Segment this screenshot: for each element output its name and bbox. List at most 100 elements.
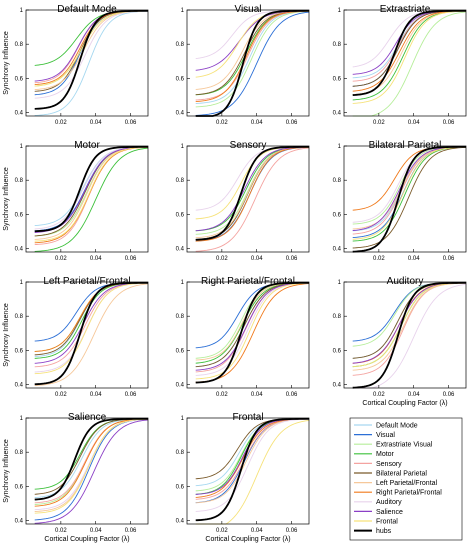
x-tick-label: 0.06 — [125, 120, 137, 126]
y-tick-label: 0.8 — [333, 178, 342, 184]
y-tick-label: 0.6 — [15, 348, 24, 354]
series-line-auditory — [195, 146, 310, 211]
y-axis-label: Synchrony Influence — [3, 167, 10, 231]
y-tick-label: 0.8 — [176, 178, 185, 184]
legend-entry: Extrastriate Visual — [376, 442, 433, 449]
plot-frame — [186, 145, 310, 253]
x-tick-label: 0.02 — [373, 392, 385, 398]
series-line-salience — [195, 282, 310, 371]
x-tick-label: 0.02 — [55, 120, 67, 126]
series-line-auditory — [195, 282, 310, 376]
series-line-visual — [34, 10, 149, 96]
series-line-right-parietal-frontal — [352, 282, 467, 364]
y-tick-label: 0.4 — [333, 247, 342, 253]
series-line-hubs — [195, 9, 309, 117]
x-tick-label: 0.04 — [251, 392, 263, 398]
series-line-motor — [34, 282, 149, 359]
y-tick-label: 0.6 — [176, 212, 185, 218]
x-tick-label: 0.04 — [408, 120, 420, 126]
series-line-visual — [34, 418, 149, 521]
x-tick-label: 0.06 — [443, 392, 455, 398]
legend-entry: hubs — [376, 528, 392, 535]
x-axis-label: Cortical Coupling Factor (λ) — [44, 536, 129, 543]
y-tick-label: 0.6 — [333, 348, 342, 354]
legend-entry: Motor — [376, 451, 395, 458]
series-line-sensory — [352, 282, 467, 376]
x-tick-label: 0.04 — [251, 528, 263, 534]
series-line-frontal — [195, 282, 310, 380]
panel-11: 0.4 0.6 0.8 1 0.02 0.04 0.06 Frontal Cortical Co… — [176, 412, 310, 543]
x-tick-label: 0.06 — [125, 528, 137, 534]
series-line-visual — [195, 418, 310, 504]
series-line-visual — [34, 282, 149, 342]
series-line-frontal — [352, 10, 467, 104]
series-line-auditory — [195, 418, 310, 512]
plot-frame — [25, 9, 149, 117]
y-tick-label: 0.6 — [176, 348, 185, 354]
plot-frame — [25, 281, 149, 389]
y-tick-label: 0.6 — [15, 484, 24, 490]
series-line-right-parietal-frontal — [195, 146, 310, 242]
y-tick-label: 1 — [20, 8, 24, 14]
x-tick-label: 0.02 — [216, 528, 228, 534]
panel-title: Auditory — [387, 276, 424, 287]
x-tick-label: 0.04 — [408, 392, 420, 398]
y-tick-label: 0.6 — [176, 76, 185, 82]
series-line-right-parietal-frontal — [34, 418, 149, 507]
series-line-sensory — [195, 418, 310, 500]
x-tick-label: 0.04 — [408, 256, 420, 262]
y-tick-label: 0.4 — [15, 383, 24, 389]
legend-entry: Right Parietal/Frontal — [376, 490, 442, 497]
y-tick-label: 0.8 — [15, 42, 24, 48]
y-tick-label: 0.4 — [15, 519, 24, 525]
y-tick-label: 0.4 — [176, 519, 185, 525]
series-line-salience — [352, 282, 467, 364]
y-tick-label: 1 — [181, 280, 185, 286]
x-tick-label: 0.06 — [286, 392, 298, 398]
legend-entry: Default Mode — [376, 422, 418, 429]
y-tick-label: 0.6 — [176, 484, 185, 490]
x-tick-label: 0.02 — [373, 256, 385, 262]
plot-frame — [186, 417, 310, 525]
series-line-hubs — [195, 145, 310, 241]
y-tick-label: 1 — [181, 144, 185, 150]
series-line-default-mode — [34, 146, 149, 227]
y-tick-label: 0.6 — [333, 76, 342, 82]
y-tick-label: 0.4 — [15, 247, 24, 253]
x-tick-label: 0.02 — [55, 256, 67, 262]
y-tick-label: 1 — [20, 144, 24, 150]
y-tick-label: 0.6 — [333, 212, 342, 218]
x-tick-label: 0.06 — [443, 120, 455, 126]
panel-title: Frontal — [232, 412, 263, 423]
y-tick-label: 0.8 — [176, 42, 185, 48]
legend-entry: Left Parietal/Frontal — [376, 480, 438, 487]
legend-entry: Sensory — [376, 461, 402, 468]
y-tick-label: 0.4 — [176, 247, 185, 253]
series-line-frontal — [352, 146, 467, 240]
series-line-salience — [34, 282, 149, 364]
panel-title: Sensory — [230, 140, 267, 151]
panel-title: Bilateral Parietal — [369, 140, 442, 151]
x-tick-label: 0.04 — [90, 528, 102, 534]
plot-frame — [186, 9, 310, 117]
panel-9: 0.4 0.6 0.8 1 0.02 0.04 0.06 Auditory Cortical C… — [333, 276, 467, 407]
y-tick-label: 0.6 — [15, 76, 24, 82]
series-line-hubs — [195, 417, 310, 522]
series-line-hubs — [34, 417, 148, 501]
y-axis-label: Synchrony Influence — [3, 303, 10, 367]
series-line-sensory — [34, 282, 149, 368]
legend-box — [349, 417, 463, 541]
panel-10: 0.4 0.6 0.8 1 0.02 0.04 0.06 Salience Synchrony … — [3, 412, 149, 543]
legend-entry: Bilateral Parietal — [376, 470, 427, 477]
panel-title: Left Parietal/Frontal — [43, 276, 130, 287]
series-line-extrastriate-visual — [195, 10, 310, 108]
panel-6: 0.4 0.6 0.8 1 0.02 0.04 0.06 Bilateral Parietal — [333, 140, 467, 262]
series-line-hubs — [352, 9, 467, 96]
y-tick-label: 0.8 — [333, 42, 342, 48]
y-tick-label: 0.8 — [176, 450, 185, 456]
panel-title: Extrastriate — [380, 4, 431, 15]
series-line-hubs — [352, 145, 467, 253]
y-tick-label: 0.4 — [333, 111, 342, 117]
series-line-left-parietal-frontal — [195, 10, 310, 90]
